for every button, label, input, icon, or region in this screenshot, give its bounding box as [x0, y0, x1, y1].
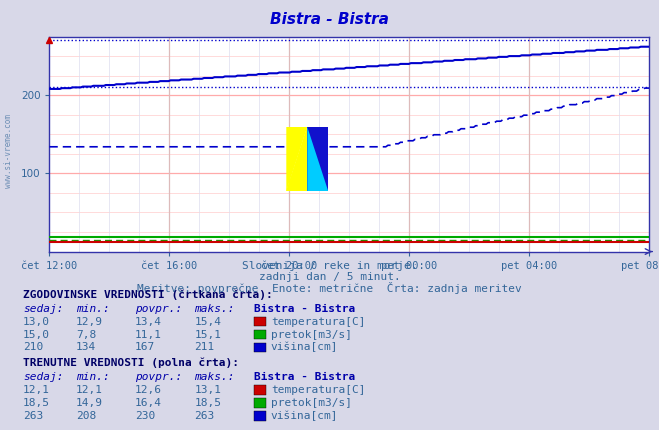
Text: 12,6: 12,6 — [135, 385, 162, 395]
Text: 13,4: 13,4 — [135, 316, 162, 327]
Text: maks.:: maks.: — [194, 304, 235, 314]
Text: 134: 134 — [76, 342, 96, 353]
Text: 13,0: 13,0 — [23, 316, 50, 327]
Text: 263: 263 — [194, 411, 215, 421]
Text: ZGODOVINSKE VREDNOSTI (črtkana črta):: ZGODOVINSKE VREDNOSTI (črtkana črta): — [23, 289, 273, 300]
Text: 211: 211 — [194, 342, 215, 353]
Text: 263: 263 — [23, 411, 43, 421]
Text: maks.:: maks.: — [194, 372, 235, 382]
Text: 12,1: 12,1 — [76, 385, 103, 395]
Text: 16,4: 16,4 — [135, 398, 162, 408]
Text: 18,5: 18,5 — [194, 398, 221, 408]
Text: 12,9: 12,9 — [76, 316, 103, 327]
Text: povpr.:: povpr.: — [135, 372, 183, 382]
Text: 15,1: 15,1 — [194, 329, 221, 340]
Text: 18,5: 18,5 — [23, 398, 50, 408]
Text: 14,9: 14,9 — [76, 398, 103, 408]
Text: Bistra - Bistra: Bistra - Bistra — [254, 304, 355, 314]
Text: 208: 208 — [76, 411, 96, 421]
Text: min.:: min.: — [76, 304, 109, 314]
Text: temperatura[C]: temperatura[C] — [271, 385, 365, 395]
Text: zadnji dan / 5 minut.: zadnji dan / 5 minut. — [258, 272, 401, 282]
Text: višina[cm]: višina[cm] — [271, 410, 338, 421]
Polygon shape — [307, 127, 328, 191]
Text: temperatura[C]: temperatura[C] — [271, 316, 365, 327]
Text: sedaj:: sedaj: — [23, 304, 63, 314]
Text: 15,4: 15,4 — [194, 316, 221, 327]
Text: 210: 210 — [23, 342, 43, 353]
Text: povpr.:: povpr.: — [135, 304, 183, 314]
Text: 15,0: 15,0 — [23, 329, 50, 340]
Text: 13,1: 13,1 — [194, 385, 221, 395]
Polygon shape — [307, 127, 328, 191]
Text: 230: 230 — [135, 411, 156, 421]
Polygon shape — [286, 127, 307, 191]
Text: višina[cm]: višina[cm] — [271, 342, 338, 353]
Text: Bistra - Bistra: Bistra - Bistra — [254, 372, 355, 382]
Text: pretok[m3/s]: pretok[m3/s] — [271, 329, 352, 340]
Text: Slovenija / reke in morje.: Slovenija / reke in morje. — [242, 261, 417, 271]
Text: www.si-vreme.com: www.si-vreme.com — [4, 114, 13, 187]
Text: 11,1: 11,1 — [135, 329, 162, 340]
Polygon shape — [286, 127, 307, 191]
Text: 7,8: 7,8 — [76, 329, 96, 340]
Text: min.:: min.: — [76, 372, 109, 382]
Text: Meritve: povprečne  Enote: metrične  Črta: zadnja meritev: Meritve: povprečne Enote: metrične Črta:… — [137, 282, 522, 294]
Text: 167: 167 — [135, 342, 156, 353]
Text: 12,1: 12,1 — [23, 385, 50, 395]
Text: TRENUTNE VREDNOSTI (polna črta):: TRENUTNE VREDNOSTI (polna črta): — [23, 357, 239, 368]
Text: sedaj:: sedaj: — [23, 372, 63, 382]
Text: pretok[m3/s]: pretok[m3/s] — [271, 398, 352, 408]
Text: Bistra - Bistra: Bistra - Bistra — [270, 12, 389, 27]
Bar — [307, 127, 328, 191]
